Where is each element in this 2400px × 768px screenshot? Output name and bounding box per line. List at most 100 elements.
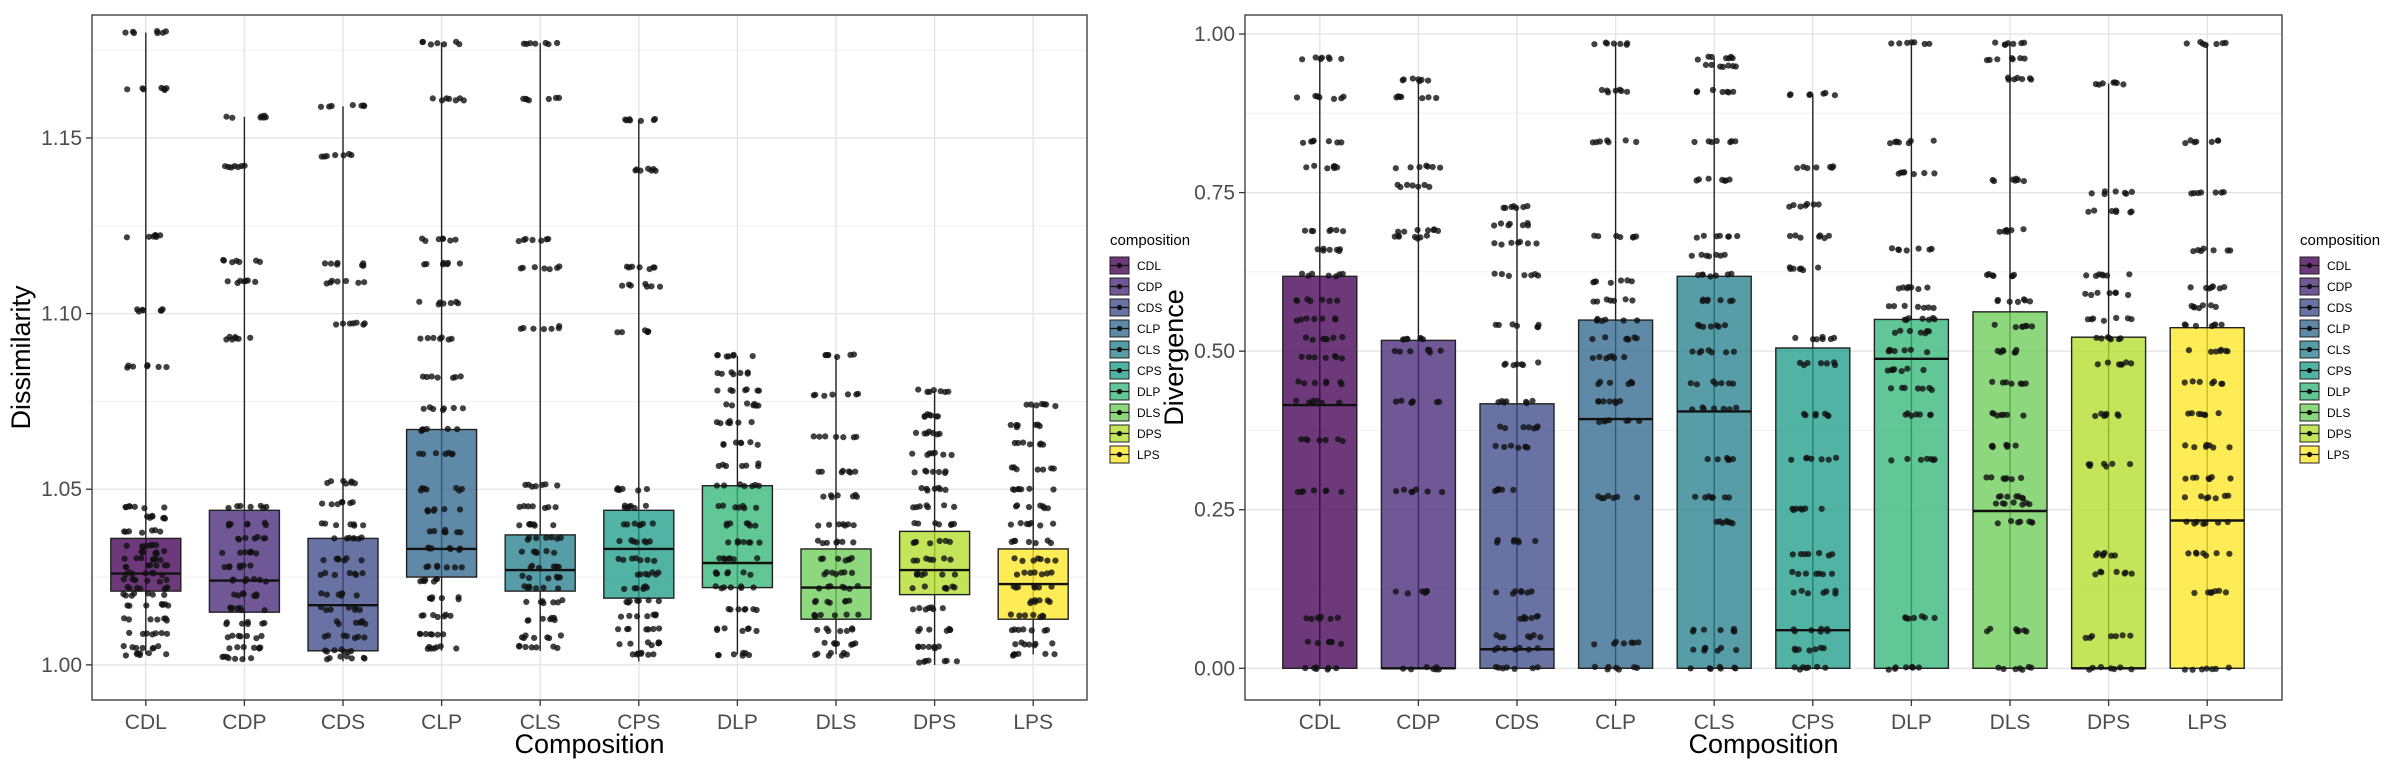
data-point [440,631,447,638]
data-point [1590,298,1597,305]
data-point [250,576,257,583]
data-point [936,430,943,437]
data-point [2198,666,2206,673]
data-point [2208,284,2215,291]
data-point [2191,444,2198,451]
data-point [1518,589,1525,596]
legend-item-lps: LPS [2299,445,2350,464]
data-point [550,599,557,606]
data-point [1505,272,1512,279]
data-point [129,363,137,370]
data-point [1914,303,1922,310]
y-tick-label: 0.50 [1194,340,1235,363]
data-point [1620,317,1627,324]
data-point [1528,272,1535,279]
data-point [2099,271,2106,278]
data-point [723,520,731,527]
data-point [1822,89,1829,97]
data-point [529,503,536,510]
data-point [323,591,330,598]
data-point [156,578,163,585]
data-point [648,283,655,290]
data-point [2209,380,2216,387]
data-point [328,277,336,284]
data-point [913,571,921,578]
data-point [1622,296,1629,303]
data-point [947,556,954,563]
data-point [725,539,732,546]
data-point [1633,335,1640,342]
data-point [1796,666,1803,673]
data-point [1021,612,1029,619]
data-point [2085,461,2092,468]
data-point [1015,650,1022,657]
data-point [2119,632,2126,639]
data-point [1521,272,1528,279]
data-point [645,651,652,658]
data-point [1025,504,1033,511]
data-point [2018,474,2025,481]
data-point [834,492,841,499]
legend-key-point [1116,325,1123,332]
data-point [1688,252,1695,259]
data-point [1715,323,1722,330]
data-point [235,592,242,599]
data-point [1708,139,1715,146]
data-point [1919,385,1926,392]
data-point [335,591,342,598]
data-point [556,263,563,270]
data-point [2100,317,2107,324]
data-point [1618,87,1625,95]
data-point [348,152,355,159]
data-point [650,611,657,618]
data-point [1051,651,1058,658]
data-point [2021,39,2028,46]
data-point [1437,164,1444,171]
y-tick-label: 1.10 [41,303,82,326]
data-point [1994,56,2001,63]
data-point [1314,246,1321,253]
data-point [1589,139,1596,146]
data-point [916,659,923,666]
data-point [1311,315,1318,323]
data-point [154,616,161,623]
data-point [713,570,720,577]
data-point [620,521,628,528]
data-point [122,571,129,578]
data-point [355,633,362,640]
data-point [163,630,171,637]
data-point [2008,476,2015,483]
data-point [1319,315,1326,322]
data-point [162,615,169,622]
data-point [1591,641,1598,648]
data-point [1311,162,1318,169]
data-point [348,648,355,655]
data-point [1726,176,1733,183]
data-point [1727,139,1734,146]
data-point [1044,570,1051,577]
data-point [749,483,756,490]
data-point [1052,403,1059,410]
data-point [1917,329,1924,336]
data-point [1310,137,1317,144]
data-point [850,522,857,529]
data-point [139,306,146,313]
data-point [416,450,423,457]
data-point [1303,615,1310,622]
data-point [349,499,356,506]
data-point [149,645,156,652]
data-point [2219,40,2226,47]
box-cds [307,102,379,663]
data-point [1695,321,1702,328]
data-point [1918,613,1925,620]
data-point [748,419,755,426]
data-point [752,522,759,529]
data-point [937,486,944,493]
data-point [124,583,131,591]
data-point [735,606,742,613]
data-point [1491,240,1498,247]
data-point [430,334,437,341]
data-point [1034,466,1041,473]
data-point [816,433,823,440]
